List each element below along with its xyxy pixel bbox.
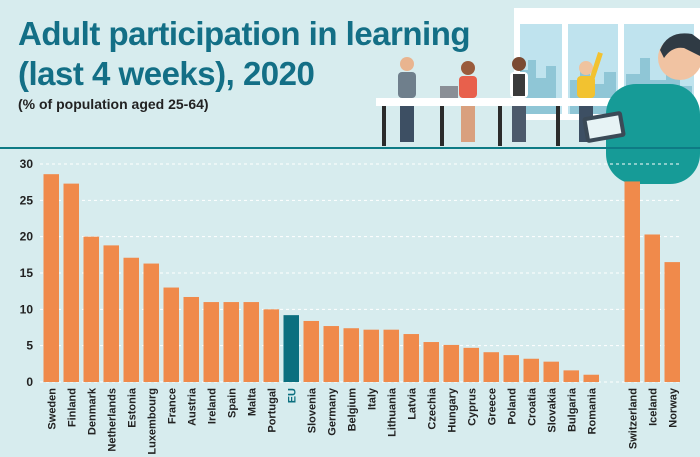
title-line-1: Adult participation in learning xyxy=(18,15,471,52)
bar-croatia xyxy=(523,358,539,382)
teacher-hair xyxy=(660,33,700,58)
student-4-head xyxy=(579,61,593,75)
x-label-spain: Spain xyxy=(226,388,238,418)
student-1-legs xyxy=(400,106,414,142)
x-label-slovenia: Slovenia xyxy=(306,387,318,433)
bar-bulgaria xyxy=(563,370,579,382)
student-2-body xyxy=(459,76,477,98)
x-label-latvia: Latvia xyxy=(406,387,418,420)
bar-malta xyxy=(243,302,259,382)
bar-ireland xyxy=(203,302,219,382)
student-3-vest xyxy=(513,74,525,96)
y-tick-label: 5 xyxy=(26,339,33,353)
x-label-belgium: Belgium xyxy=(346,388,358,432)
x-label-poland: Poland xyxy=(506,388,518,425)
x-label-romania: Romania xyxy=(586,387,598,434)
classroom-illustration xyxy=(376,8,700,184)
desk-leg-1 xyxy=(382,106,386,146)
x-label-croatia: Croatia xyxy=(526,387,538,426)
y-tick-label: 25 xyxy=(20,193,34,207)
bar-eu xyxy=(283,315,299,382)
laptop xyxy=(440,86,458,98)
bar-romania xyxy=(583,374,599,382)
y-tick-label: 20 xyxy=(20,230,34,244)
student-3-legs xyxy=(512,106,526,142)
student-1-body xyxy=(398,72,416,98)
x-label-norway: Norway xyxy=(667,387,679,428)
desk-leg-4 xyxy=(556,106,560,146)
x-label-slovakia: Slovakia xyxy=(546,387,558,433)
bars xyxy=(43,174,680,382)
student-3-head xyxy=(512,57,526,71)
student-2-legs xyxy=(461,106,475,142)
bar-finland xyxy=(63,183,79,382)
x-label-iceland: Iceland xyxy=(647,388,659,426)
x-label-eu: EU xyxy=(286,388,298,403)
x-label-switzerland: Switzerland xyxy=(627,388,639,449)
teacher-body xyxy=(606,84,700,184)
y-tick-label: 30 xyxy=(20,157,34,171)
x-label-france: France xyxy=(166,388,178,424)
bar-italy xyxy=(363,329,379,382)
bar-germany xyxy=(323,326,339,382)
bar-austria xyxy=(183,296,199,382)
x-label-luxembourg: Luxembourg xyxy=(146,388,158,455)
x-label-sweden: Sweden xyxy=(46,388,58,430)
student-1-head xyxy=(400,57,414,71)
x-label-estonia: Estonia xyxy=(126,387,138,428)
desk-leg-2 xyxy=(440,106,444,146)
x-label-lithuania: Lithuania xyxy=(386,387,398,437)
x-label-hungary: Hungary xyxy=(446,387,458,433)
desk-row xyxy=(376,98,626,106)
desk-leg-3 xyxy=(498,106,502,146)
bar-cyprus xyxy=(463,347,479,382)
x-axis-labels: Sweden Finland Denmark Netherlands Estonia Lu… xyxy=(46,387,679,455)
bar-portugal xyxy=(263,309,279,382)
x-label-ireland: Ireland xyxy=(206,388,218,424)
x-label-cyprus: Cyprus xyxy=(466,388,478,426)
tablet-screen xyxy=(586,115,622,139)
title-line-2: (last 4 weeks), 2020 xyxy=(18,55,315,92)
x-label-finland: Finland xyxy=(66,388,78,427)
bar-latvia xyxy=(403,334,419,382)
x-label-denmark: Denmark xyxy=(86,387,98,435)
bar-switzerland xyxy=(624,181,640,382)
bar-estonia xyxy=(123,257,139,382)
bar-poland xyxy=(503,355,519,382)
bar-belgium xyxy=(343,328,359,382)
bar-greece xyxy=(483,352,499,382)
page-title: Adult participation in learning (last 4 … xyxy=(18,14,471,94)
bar-sweden xyxy=(43,174,59,382)
bar-netherlands xyxy=(103,245,119,382)
student-4-raised-arm xyxy=(590,52,603,79)
bar-czechia xyxy=(423,342,439,382)
bar-slovakia xyxy=(543,361,559,382)
bar-lithuania xyxy=(383,329,399,382)
x-label-portugal: Portugal xyxy=(266,388,278,433)
x-label-bulgaria: Bulgaria xyxy=(566,387,578,432)
bar-spain xyxy=(223,302,239,382)
x-label-czechia: Czechia xyxy=(426,387,438,429)
bar-norway xyxy=(664,262,680,382)
bar-hungary xyxy=(443,344,459,382)
x-label-germany: Germany xyxy=(326,387,338,436)
x-label-italy: Italy xyxy=(366,387,378,410)
x-label-netherlands: Netherlands xyxy=(106,388,118,452)
bar-denmark xyxy=(83,236,99,382)
chart-subtitle: (% of population aged 25-64) xyxy=(18,96,209,112)
y-tick-label: 10 xyxy=(20,302,34,316)
x-label-malta: Malta xyxy=(246,387,258,416)
y-axis-ticks: 0 5 10 15 20 25 30 xyxy=(20,157,34,389)
y-tick-label: 0 xyxy=(26,375,33,389)
x-label-greece: Greece xyxy=(486,388,498,425)
bar-iceland xyxy=(644,234,660,382)
bar-slovenia xyxy=(303,320,319,382)
bar-france xyxy=(163,287,179,382)
y-tick-label: 15 xyxy=(20,266,34,280)
bar-luxembourg xyxy=(143,263,159,382)
x-label-austria: Austria xyxy=(186,387,198,426)
student-2-head xyxy=(461,61,475,75)
student-4-body xyxy=(577,76,595,98)
